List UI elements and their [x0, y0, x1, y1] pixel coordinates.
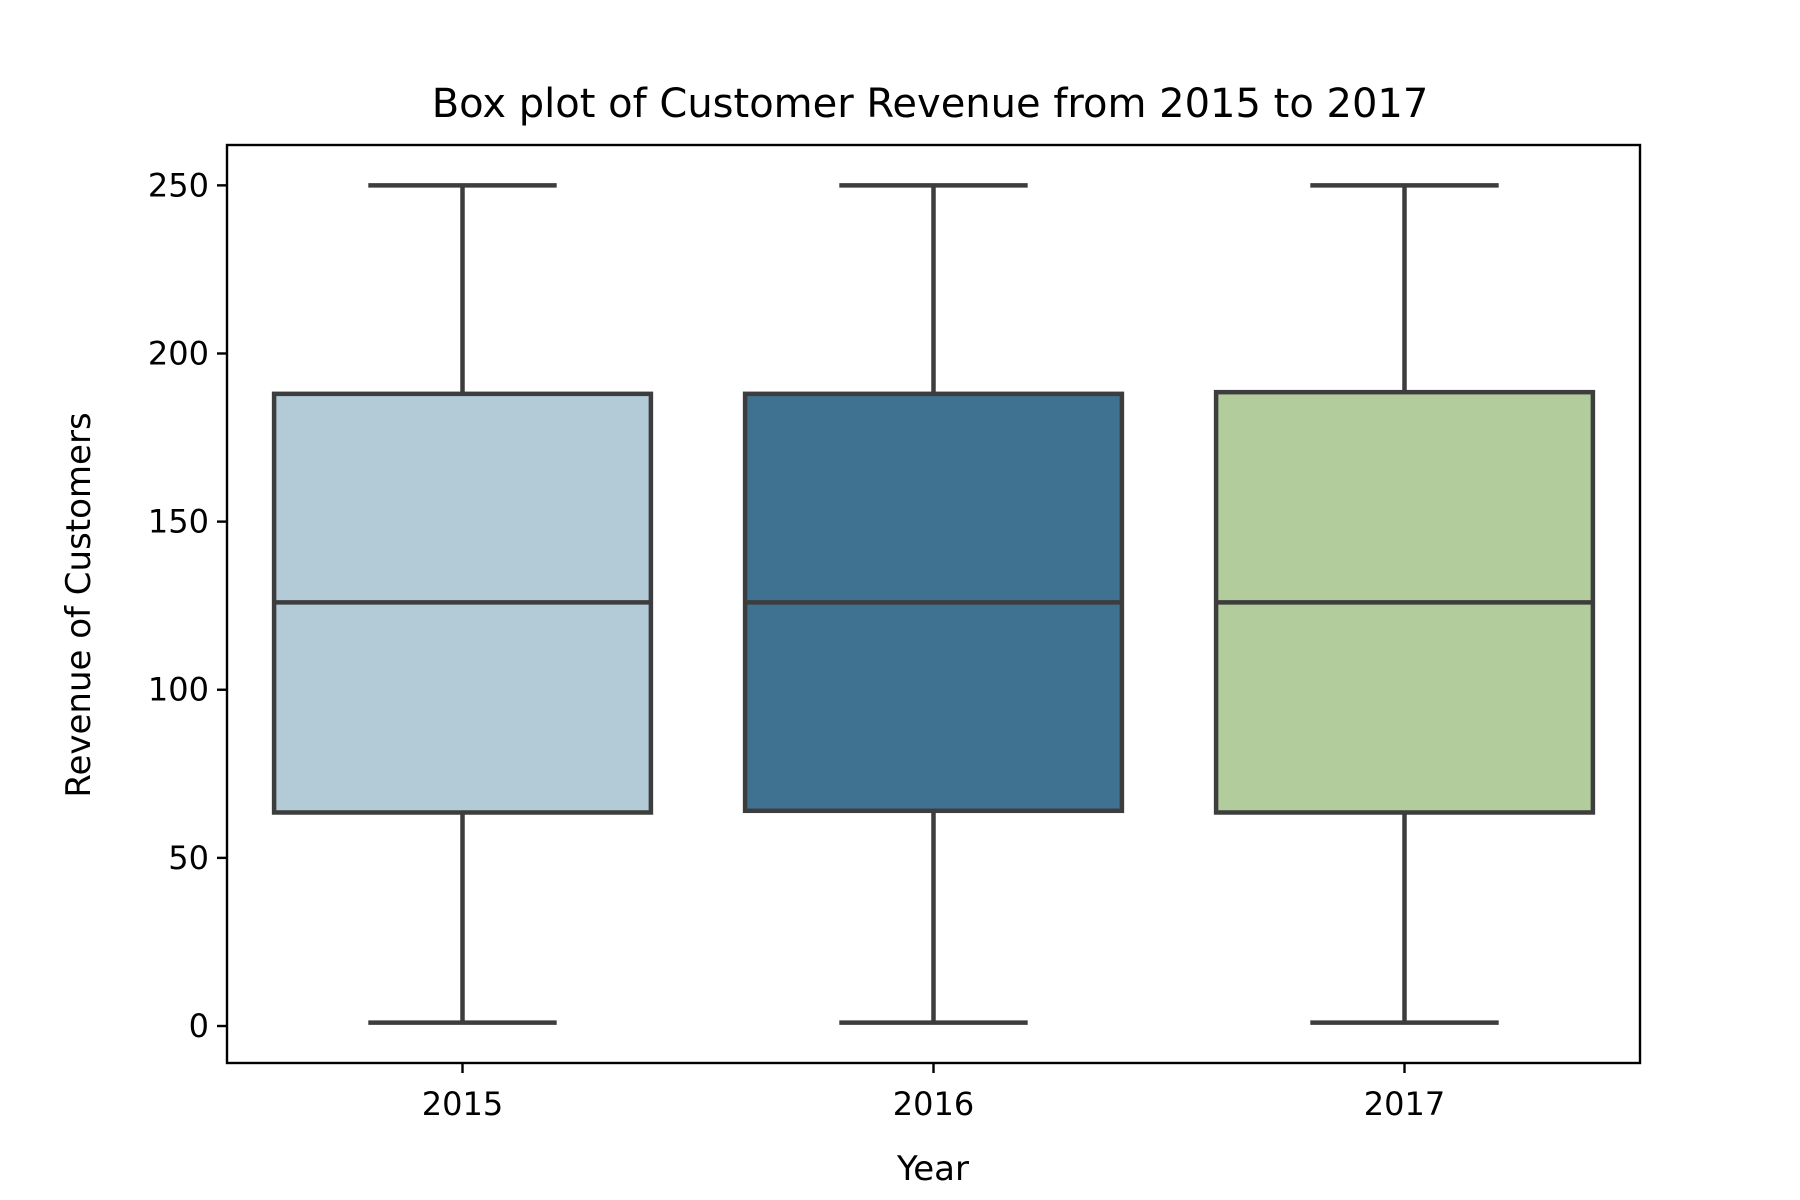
x-axis-label: Year [896, 1149, 969, 1189]
y-tick-label: 0 [189, 1007, 209, 1045]
chart-title: Box plot of Customer Revenue from 2015 t… [432, 81, 1429, 127]
y-tick-label: 100 [148, 671, 209, 709]
x-tick-label: 2016 [893, 1085, 974, 1123]
box-group-2015 [271, 183, 654, 1025]
ticks-layer: 0 50 100 150 200 250 2015 2016 2017 [148, 166, 1445, 1123]
y-tick-label: 200 [148, 334, 209, 372]
box-group-2016 [742, 183, 1125, 1025]
y-axis-label: Revenue of Customers [59, 412, 99, 797]
x-tick-label: 2017 [1364, 1085, 1445, 1123]
boxes-layer [271, 183, 1596, 1025]
y-tick-label: 250 [148, 166, 209, 204]
x-tick-label: 2015 [422, 1085, 503, 1123]
y-tick-label: 150 [148, 503, 209, 541]
box-group-2017 [1213, 183, 1596, 1025]
y-tick-label: 50 [168, 839, 209, 877]
